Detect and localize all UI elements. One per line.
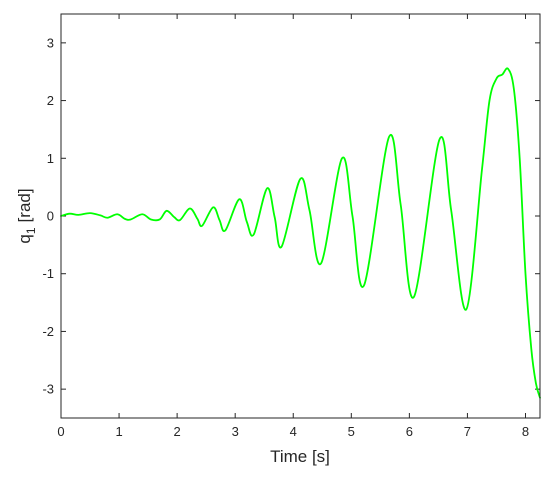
- x-tick-label: 5: [348, 424, 355, 439]
- y-axis-title-main: q: [15, 234, 34, 243]
- axes-box: [60, 13, 541, 419]
- y-tick-label: -3: [42, 382, 54, 397]
- series-line-q1: [60, 67, 541, 399]
- y-axis-title-subscript: 1: [24, 227, 38, 234]
- x-tick-label: 4: [290, 424, 297, 439]
- x-tick-label: 3: [232, 424, 239, 439]
- y-axis-title: q1 [rad]: [15, 188, 38, 243]
- y-axis-title-unit: [rad]: [15, 188, 34, 222]
- x-tick-label: 0: [57, 424, 64, 439]
- x-tick-label: 1: [115, 424, 122, 439]
- y-tick-label: 3: [47, 35, 54, 50]
- x-axis-title: Time [s]: [270, 447, 330, 466]
- x-tick-label: 8: [522, 424, 529, 439]
- x-tick-label: 6: [406, 424, 413, 439]
- y-tick-label: -1: [42, 266, 54, 281]
- y-tick-label: 2: [47, 93, 54, 108]
- y-tick-label: -2: [42, 324, 54, 339]
- y-axis: -3 -2 -1 0 1 2 3: [42, 35, 540, 397]
- plot-area: [61, 14, 540, 418]
- x-tick-label: 2: [174, 424, 181, 439]
- x-tick-label: 7: [464, 424, 471, 439]
- y-tick-label: 1: [47, 151, 54, 166]
- x-axis: 0 1 2 3 4 5 6 7 8: [57, 14, 529, 439]
- y-tick-label: 0: [47, 209, 54, 224]
